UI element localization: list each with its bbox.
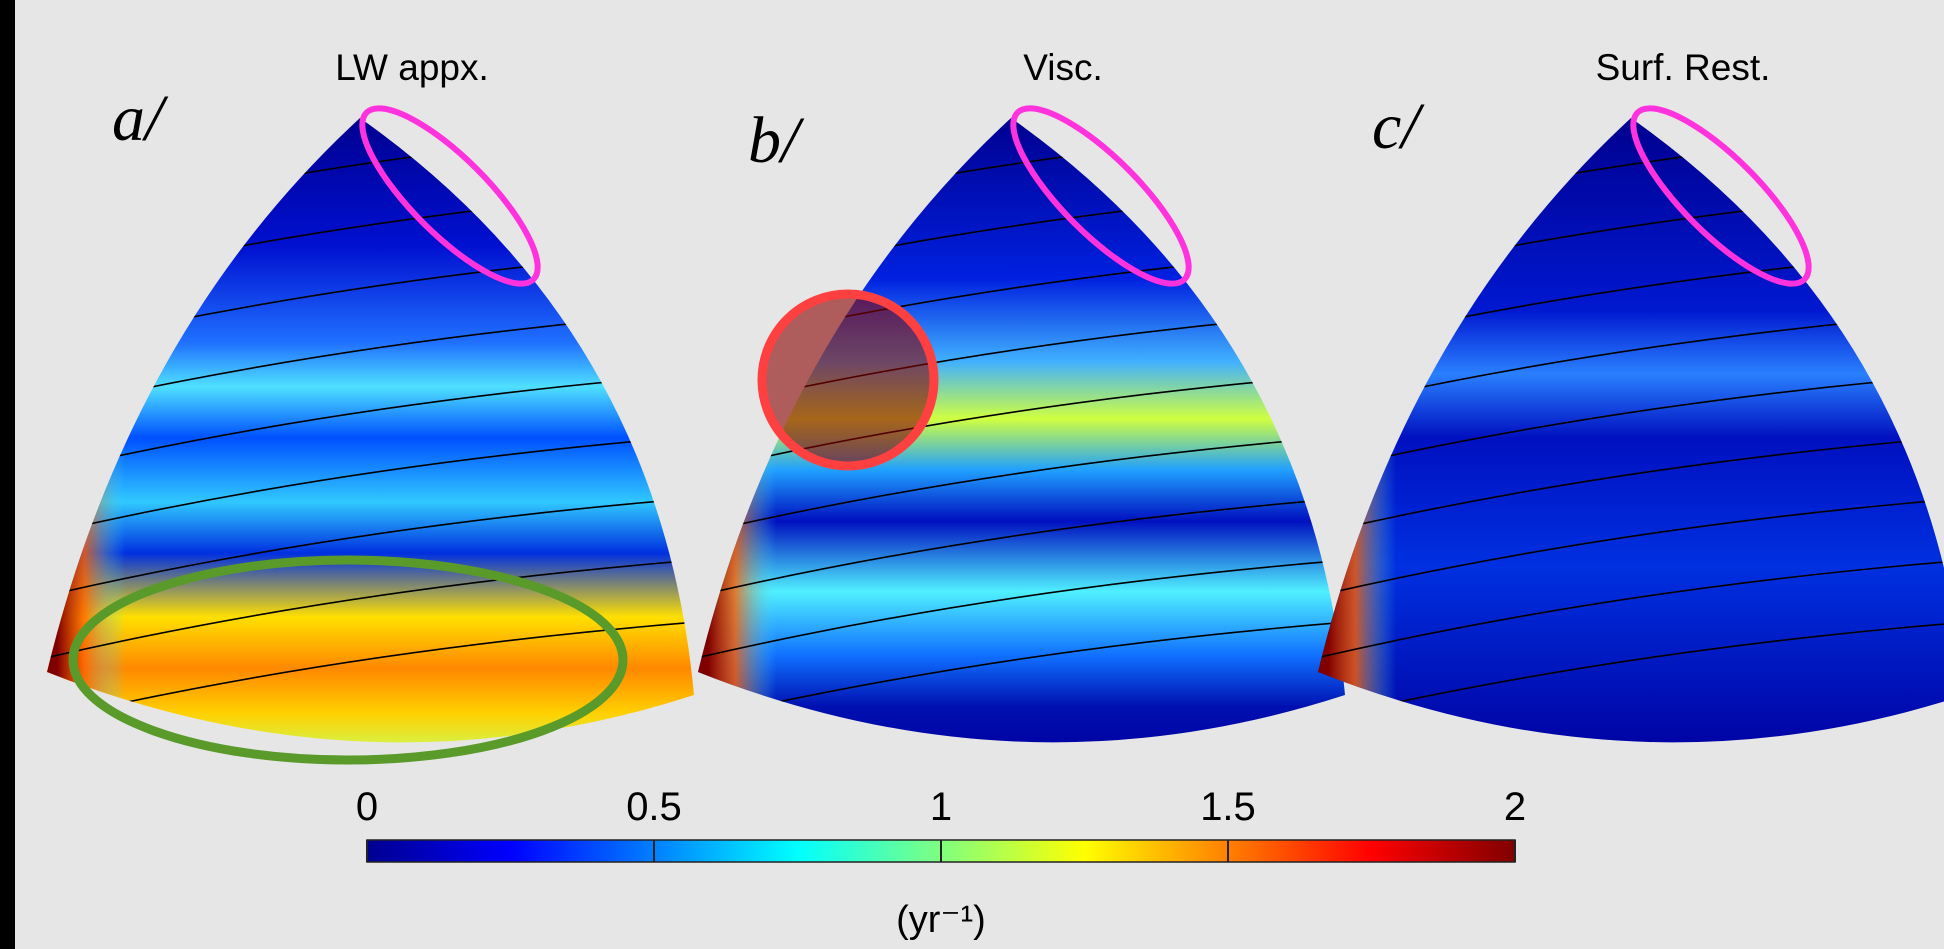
panels: LW appx. a/Visc. b/Surf. Rest. c/ [0, 47, 1944, 760]
panel [591, 118, 1431, 758]
heatmap-edge [30, 118, 710, 758]
colorbar-label: (yr⁻¹) [896, 899, 986, 941]
figure: LW appx. a/Visc. b/Surf. Rest. c/ 0 0.5 1 1.5 2… [0, 0, 1944, 949]
colorbar: 0 0.5 1 1.5 2 (yr⁻¹) [356, 785, 1526, 941]
colorbar-tick-label: 2 [1504, 785, 1526, 829]
panel [1211, 118, 1944, 758]
page: LW appx. a/Visc. b/Surf. Rest. c/ 0 0.5 1 1.5 2… [0, 0, 1944, 949]
panel [0, 118, 780, 758]
panel-title: LW appx. [335, 47, 489, 88]
panel-title: Surf. Rest. [1596, 47, 1771, 88]
panel-title: Visc. [1023, 47, 1103, 88]
highlight-circle [762, 294, 934, 466]
panel-label: c/ [1372, 90, 1425, 163]
panel-label: b/ [748, 104, 805, 177]
left-strip [0, 0, 15, 949]
colorbar-tick-label: 0 [356, 785, 378, 829]
colorbar-tick-label: 1 [930, 785, 952, 829]
colorbar-tick-label: 1.5 [1200, 785, 1256, 829]
colorbar-tick-label: 0.5 [626, 785, 682, 829]
panel-label: a/ [112, 82, 169, 155]
